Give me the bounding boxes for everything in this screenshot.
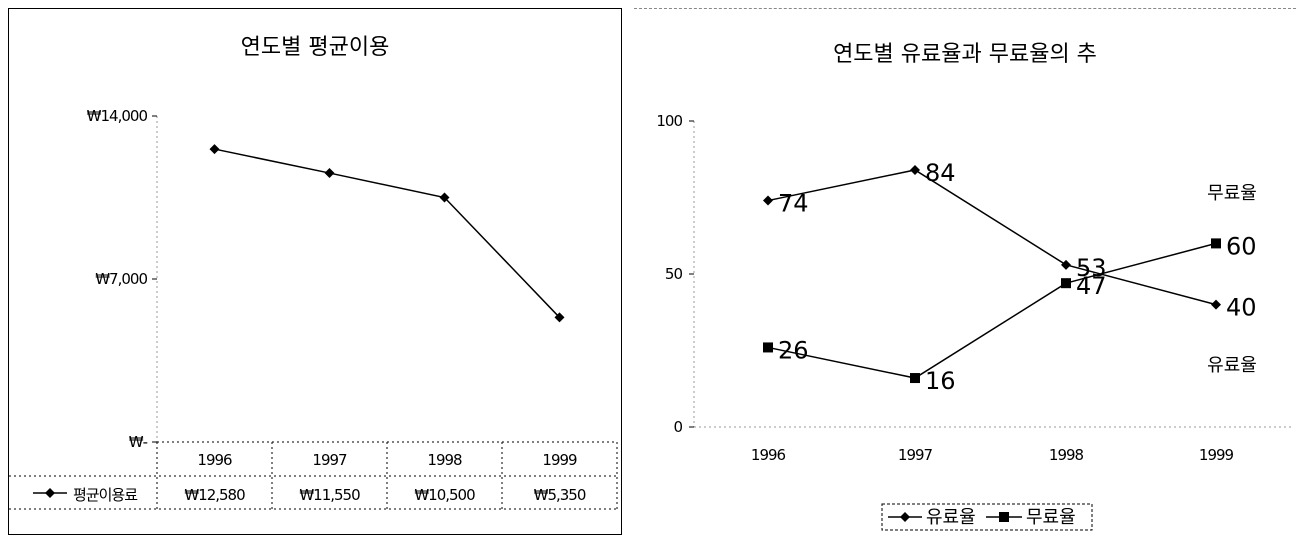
data-point-free-rate — [1061, 278, 1071, 289]
y-tick-label: ₩14,000 — [87, 107, 148, 125]
data-point-free-rate — [1211, 238, 1221, 249]
data-label-paid-rate: 84 — [925, 159, 956, 187]
average-fee-chart: 연도별 평균이용 ₩14,000 ₩7,000 ₩- 1996 1997 1998 199… — [9, 35, 618, 510]
data-point-paid-rate — [763, 195, 773, 206]
data-point-average-fee — [209, 144, 220, 155]
x-tick-label: 1998 — [1049, 446, 1084, 464]
annotation-free-rate: 무료율 — [1207, 183, 1257, 204]
data-point-paid-rate — [1061, 259, 1071, 270]
y-tick-label: 50 — [665, 265, 683, 283]
data-table-cell: ₩12,580 — [184, 486, 245, 504]
x-tick-label: 1999 — [542, 451, 577, 469]
data-label-free-rate: 16 — [925, 367, 956, 395]
x-tick-label: 1999 — [1199, 446, 1234, 464]
chart-title: 연도별 유료율과 무료율의 추 — [833, 42, 1097, 67]
annotation-paid-rate: 유료율 — [1207, 355, 1257, 376]
x-tick-label: 1998 — [427, 451, 462, 469]
chart-panel-paid-free-rate: 연도별 유료율과 무료율의 추 100 50 0 1996 1997 1998 1999 … — [634, 8, 1296, 534]
legend-label-free: 무료율 — [1026, 507, 1076, 528]
series-line-paid-rate — [767, 169, 1217, 306]
data-point-average-fee — [554, 312, 565, 323]
x-tick-label: 1997 — [312, 451, 347, 469]
x-tick-label: 1996 — [197, 451, 232, 469]
legend-marker-free — [999, 512, 1009, 522]
data-label-free-rate: 60 — [1226, 232, 1257, 260]
chart-panel-average-fee: 연도별 평균이용 ₩14,000 ₩7,000 ₩- 1996 1997 1998 199… — [8, 8, 622, 535]
x-tick-label: 1997 — [898, 446, 933, 464]
legend-label-paid: 유료율 — [926, 507, 976, 528]
data-label-free-rate: 26 — [778, 336, 809, 364]
data-point-paid-rate — [1211, 299, 1221, 310]
data-point-average-fee — [324, 168, 335, 179]
x-tick-label: 1996 — [751, 446, 786, 464]
data-point-free-rate — [910, 373, 920, 384]
chart-title: 연도별 평균이용 — [241, 35, 390, 60]
legend-marker-paid — [900, 512, 910, 522]
data-table-legend-marker — [45, 488, 55, 498]
y-tick-label: ₩7,000 — [95, 270, 147, 288]
data-table-cell: ₩10,500 — [414, 486, 475, 504]
data-table-series-label: 평균이용료 — [73, 486, 138, 504]
y-tick-label: 0 — [673, 418, 682, 436]
data-point-free-rate — [763, 342, 773, 353]
y-tick-label: 100 — [656, 112, 682, 130]
legend: 유료율 무료율 — [881, 503, 1093, 531]
y-tick-label: ₩- — [129, 433, 148, 451]
data-point-paid-rate — [910, 164, 920, 175]
series-line-average-fee — [214, 148, 561, 318]
data-label-free-rate: 47 — [1076, 272, 1107, 300]
data-label-paid-rate: 74 — [778, 190, 809, 218]
legend-box — [881, 503, 1093, 531]
data-table-cell: ₩5,350 — [534, 486, 586, 504]
data-table-cell: ₩11,550 — [299, 486, 360, 504]
data-point-average-fee — [439, 192, 450, 203]
series-line-free-rate — [767, 242, 1217, 379]
data-label-paid-rate: 40 — [1226, 294, 1257, 322]
